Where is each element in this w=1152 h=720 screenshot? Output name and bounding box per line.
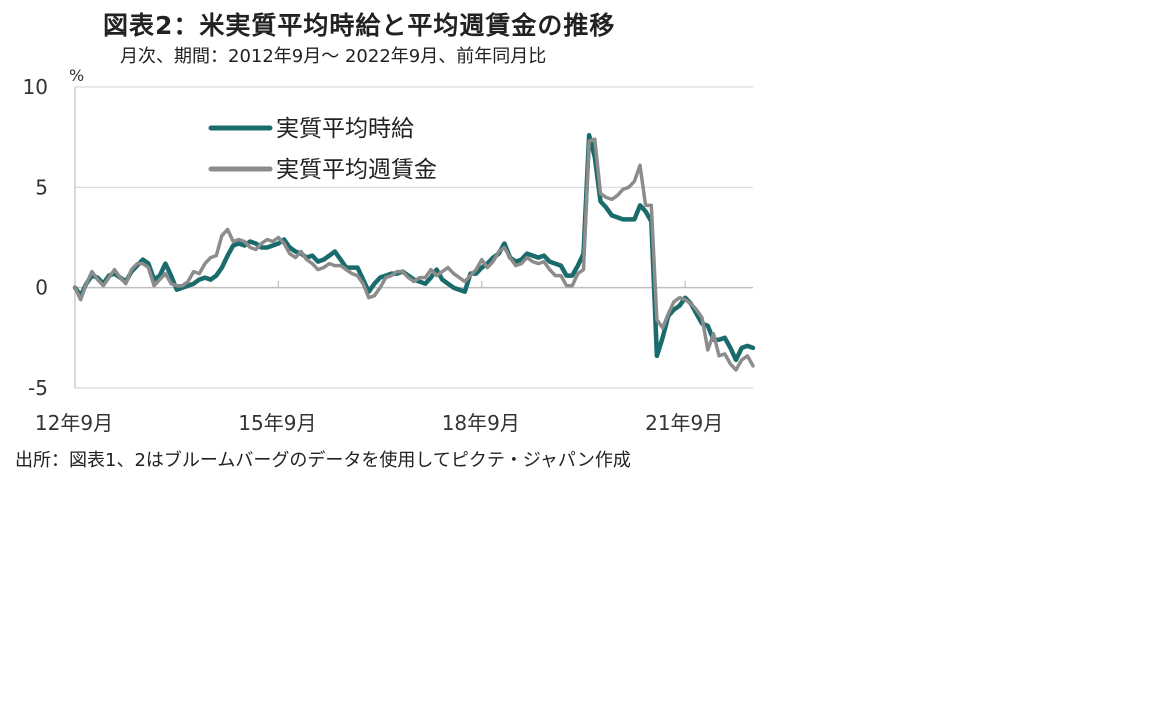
- y-tick-label: -5: [28, 376, 48, 400]
- source-note: 出所：図表1、2はブルームバーグのデータを使用してピクテ・ジャパン作成: [15, 450, 631, 471]
- x-tick-label: 18年9月: [442, 411, 520, 435]
- legend-label-2: 実質平均週賃金: [276, 157, 437, 183]
- chart-title: 図表2：米実質平均時給と平均週賃金の推移: [103, 11, 616, 40]
- series-line-2: [73, 137, 755, 372]
- y-unit-label: %: [69, 66, 84, 85]
- y-tick-label: 10: [23, 75, 48, 99]
- x-tick-label: 12年9月: [35, 411, 113, 435]
- chart-subtitle: 月次、期間：2012年9月～ 2022年9月、前年同月比: [120, 46, 547, 67]
- y-tick-label: 0: [35, 276, 48, 300]
- legend-label-1: 実質平均時給: [276, 116, 414, 142]
- y-tick-label: 5: [35, 175, 48, 199]
- x-tick-label: 15年9月: [238, 411, 316, 435]
- x-tick-label: 21年9月: [645, 411, 723, 435]
